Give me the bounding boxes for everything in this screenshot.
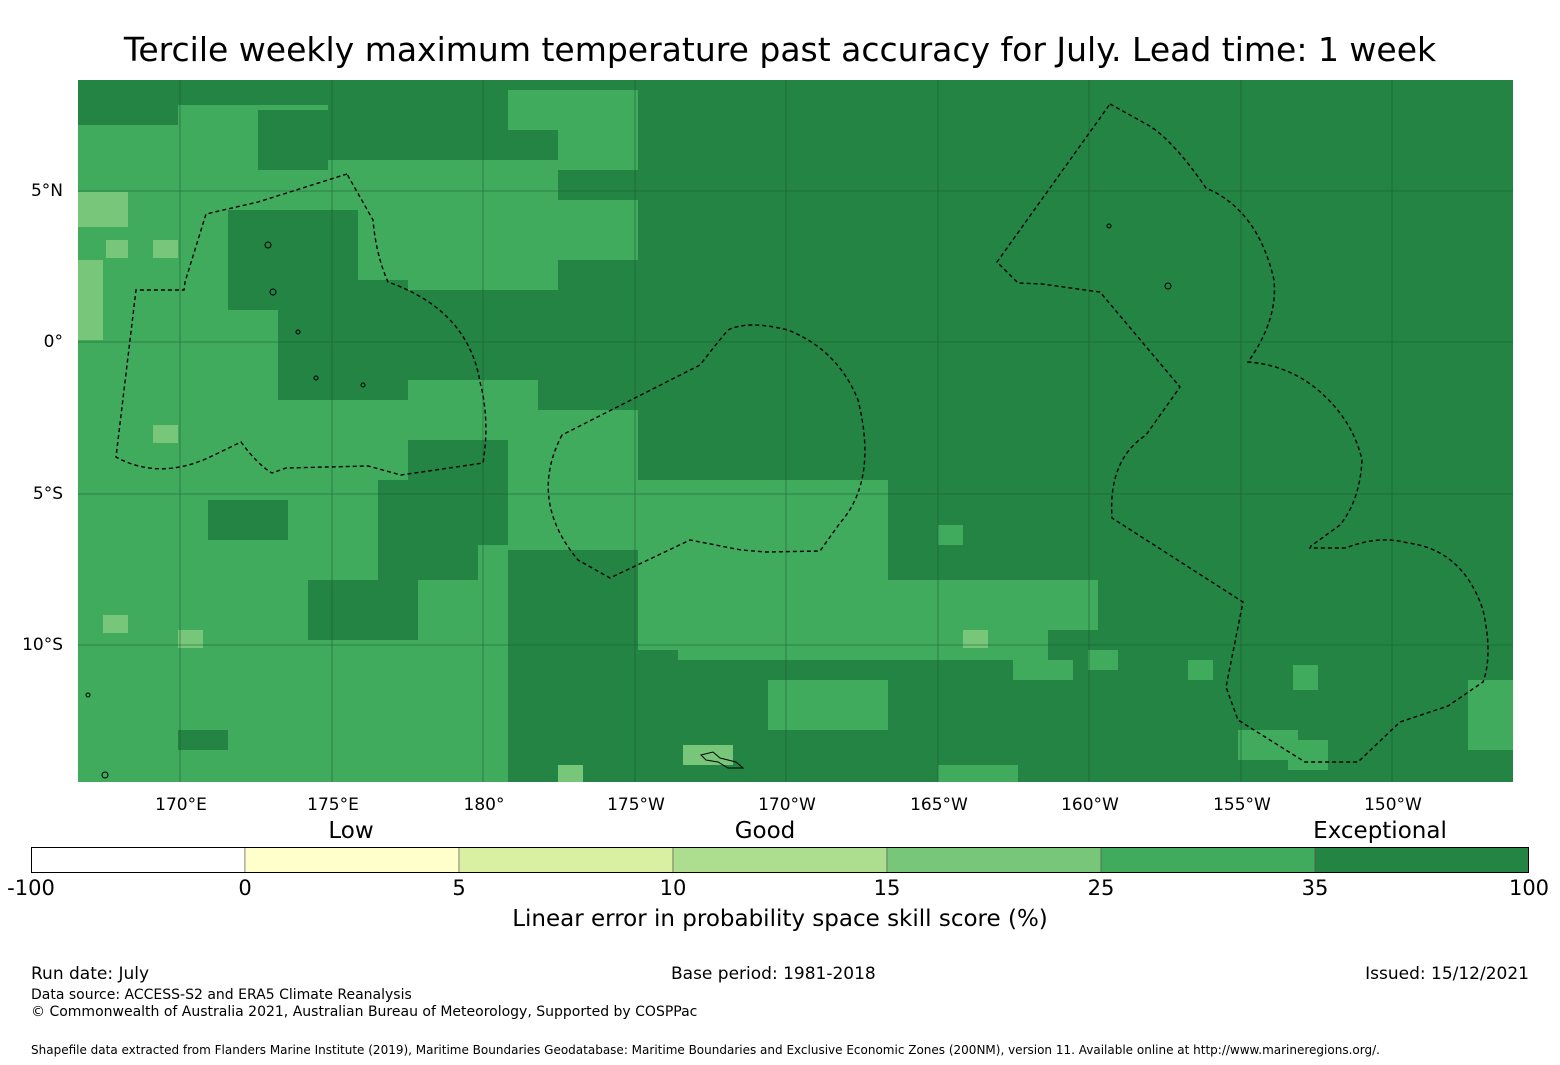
colorbar-segment — [1100, 847, 1316, 873]
colorbar-tick-minus100: -100 — [7, 876, 55, 900]
copyright: © Commonwealth of Australia 2021, Austra… — [31, 1004, 698, 1020]
colorbar-segment — [244, 847, 460, 873]
base-period: Base period: 1981-2018 — [671, 964, 876, 984]
lat-label-0: 0° — [43, 332, 63, 352]
map-title: Tercile weekly maximum temperature past … — [123, 30, 1437, 69]
colorbar-label: Linear error in probability space skill … — [512, 906, 1048, 932]
lon-label-160w: 160°W — [1061, 795, 1119, 815]
lat-label-5s: 5°S — [32, 484, 63, 504]
grid-cell-block — [106, 240, 128, 258]
colorbar-segment — [1314, 847, 1529, 873]
grid-cell-block — [278, 280, 408, 400]
grid-cell-block — [638, 660, 738, 720]
grid-cell-block — [558, 90, 638, 170]
eez-boundary-east — [996, 103, 1489, 763]
grid-cell-block — [78, 260, 103, 340]
lat-label-5n: 5°N — [30, 181, 63, 201]
colorbar-tick-25: 25 — [1087, 876, 1115, 900]
colorbar-tick-0: 0 — [238, 876, 252, 900]
grid-cell-block — [78, 192, 128, 227]
grid-cell-block — [683, 745, 733, 765]
grid-cell-block — [153, 240, 178, 258]
colorbar — [31, 847, 1529, 873]
lon-label-170w: 170°W — [758, 795, 816, 815]
grid-cell-block — [258, 110, 328, 170]
grid-cell-block — [938, 765, 1018, 782]
lon-label-150w: 150°W — [1364, 795, 1422, 815]
category-label-low: Low — [328, 818, 374, 844]
shapefile-credit: Shapefile data extracted from Flanders M… — [31, 1043, 1380, 1057]
lon-label-165w: 165°W — [910, 795, 968, 815]
grid-cell-block — [1468, 680, 1513, 750]
grid-cell-block — [1188, 660, 1213, 680]
grid-cell-block — [378, 480, 478, 580]
grid-cell-block — [408, 80, 508, 110]
colorbar-tick-100: 100 — [1508, 876, 1550, 900]
grid-cell-block — [178, 730, 228, 750]
grid-cell-block — [938, 580, 1098, 630]
grid-cell-block — [308, 580, 418, 640]
grid-cell-block — [1293, 665, 1318, 690]
grid-cell-block — [328, 80, 408, 160]
grid-cell-block — [963, 630, 988, 648]
grid-cell-block — [78, 545, 508, 782]
lon-label-170e: 170°E — [155, 795, 207, 815]
grid-cell-block — [558, 200, 638, 260]
colorbar-tick-15: 15 — [873, 876, 901, 900]
eez-boundary-tokelau-samoa — [547, 324, 866, 579]
grid-cell-block — [768, 680, 888, 730]
grid-cell-block — [208, 500, 288, 540]
grid-cell-block — [1013, 660, 1073, 680]
colorbar-tick-10: 10 — [659, 876, 687, 900]
colorbar-segment — [31, 847, 246, 873]
grid-cell-block — [178, 630, 203, 648]
skill-grid-cells — [78, 80, 1513, 782]
grid-cell-block — [103, 615, 128, 633]
skill-score-map — [78, 80, 1513, 782]
category-label-good: Good — [734, 818, 796, 844]
colorbar-segment — [886, 847, 1102, 873]
lat-label-10s: 10°S — [22, 635, 63, 655]
grid-cell-block — [78, 80, 178, 125]
graticule — [78, 80, 1513, 782]
grid-cell-block — [938, 525, 963, 545]
colorbar-tick-35: 35 — [1301, 876, 1329, 900]
category-label-exceptional: Exceptional — [1313, 818, 1447, 844]
island-coastlines — [85, 223, 1172, 779]
run-date: Run date: July — [31, 964, 150, 984]
eez-boundaries — [115, 103, 1489, 763]
grid-cell-block — [558, 765, 583, 782]
lon-label-175w: 175°W — [607, 795, 665, 815]
eez-boundary-west — [115, 173, 487, 476]
grid-cell-block — [1088, 650, 1118, 670]
colorbar-tick-5: 5 — [452, 876, 466, 900]
issued-date: Issued: 15/12/2021 — [1365, 964, 1529, 984]
data-source: Data source: ACCESS-S2 and ERA5 Climate … — [31, 987, 412, 1003]
grid-cell-block — [153, 425, 178, 443]
grid-cell-block — [508, 410, 638, 550]
lon-label-175e: 175°E — [307, 795, 359, 815]
colorbar-segment — [672, 847, 888, 873]
map-canvas — [78, 80, 1513, 782]
grid-cell-block — [583, 600, 633, 680]
colorbar-segment — [458, 847, 674, 873]
lon-label-180: 180° — [463, 795, 505, 815]
lon-label-155w: 155°W — [1213, 795, 1271, 815]
